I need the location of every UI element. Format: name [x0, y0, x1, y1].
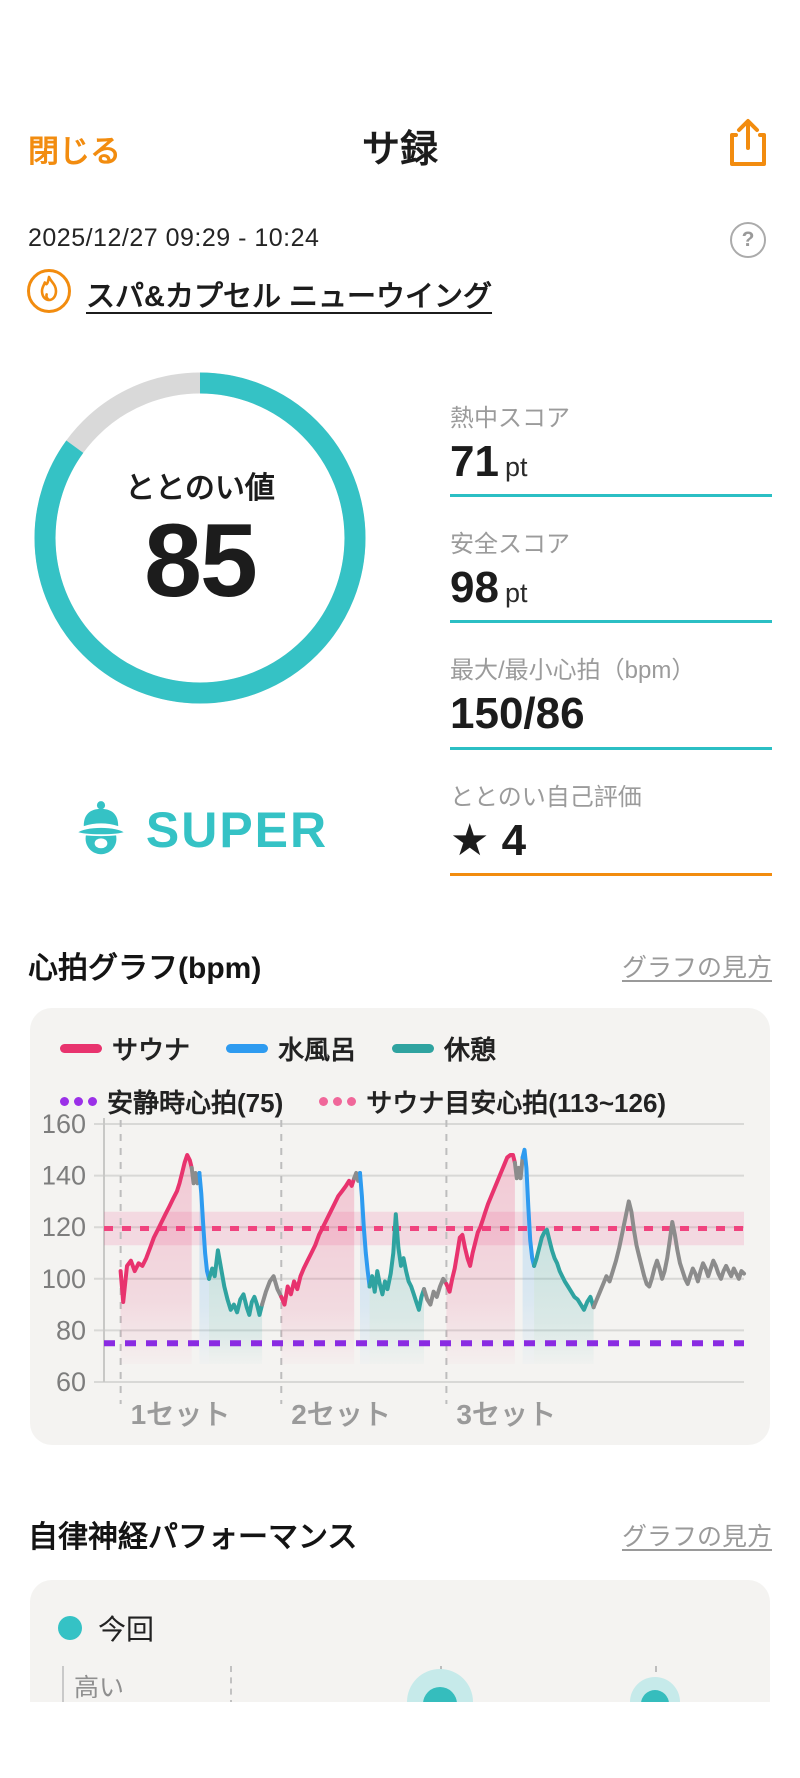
sauna-hat-icon — [72, 798, 130, 861]
legend-label: 休憩 — [444, 1035, 497, 1065]
hr-chart-legend: サウナ 水風呂 休憩安静時心拍(75) サウナ目安心拍(113~126) — [60, 1030, 750, 1120]
hr-graph-help-link[interactable]: グラフの見方 — [621, 954, 772, 982]
legend-marker-icon — [392, 1044, 435, 1053]
venue-row[interactable]: スパ&カプセル ニューウイング — [26, 268, 492, 319]
ans-y-axis — [62, 1666, 64, 1702]
stat-label: 最大/最小心拍（bpm） — [450, 657, 696, 685]
ans-y-top-label: 高い — [74, 1674, 125, 1702]
grade-label: SUPER — [145, 801, 329, 858]
share-icon[interactable] — [726, 116, 770, 168]
stat-block: ととのい自己評価 ★ 4 — [450, 777, 772, 876]
svg-text:120: 120 — [44, 1212, 86, 1242]
svg-text:80: 80 — [56, 1315, 86, 1345]
gauge-value: 85 — [144, 503, 258, 619]
stat-block: 安全スコア 98 pt — [450, 524, 772, 624]
legend-marker-icon — [60, 1044, 102, 1053]
legend-item: 水風呂 — [226, 1030, 356, 1067]
help-icon[interactable]: ? — [730, 222, 766, 258]
svg-text:160: 160 — [44, 1112, 86, 1139]
ans-legend-dot-icon — [58, 1616, 82, 1640]
stat-label: 熱中スコア — [450, 405, 570, 432]
legend-marker-icon — [226, 1044, 269, 1053]
stat-value: ★ 4 — [450, 817, 772, 876]
totonoi-gauge: ととのい値 85 — [28, 366, 372, 710]
hr-section-title: 心拍グラフ(bpm) — [28, 952, 262, 985]
stat-value: 71 pt — [450, 438, 772, 498]
svg-text:60: 60 — [56, 1367, 86, 1397]
ans-tick — [655, 1666, 657, 1684]
stat-label: ととのい自己評価 — [450, 783, 642, 811]
legend-label: 安静時心拍(75) — [107, 1088, 284, 1118]
legend-marker-icon — [319, 1097, 357, 1106]
stat-block: 最大/最小心拍（bpm） 150/86 — [450, 650, 772, 750]
venue-name[interactable]: スパ&カプセル ニューウイング — [86, 280, 493, 313]
stat-unit: pt — [504, 452, 528, 482]
legend-item: 安静時心拍(75) — [60, 1083, 283, 1120]
flame-icon — [26, 268, 72, 319]
grade-row: SUPER — [28, 798, 372, 861]
legend-label: 水風呂 — [278, 1035, 357, 1065]
stat-unit: pt — [504, 578, 528, 609]
stats-column: 熱中スコア 71 pt 安全スコア 98 pt 最大/最小心拍（bpm） 150/86 ととのい… — [450, 398, 772, 903]
ans-graph-help-link[interactable]: グラフの見方 — [621, 1523, 772, 1551]
page-title: サ録 — [361, 129, 438, 171]
svg-text:100: 100 — [44, 1264, 86, 1294]
stat-value: 150/86 — [450, 691, 772, 750]
stat-value: 98 pt — [450, 565, 772, 624]
svg-text:140: 140 — [44, 1161, 86, 1191]
close-button[interactable]: 閉じる — [28, 134, 121, 169]
ans-gridline — [230, 1666, 232, 1702]
hr-chart-card: サウナ 水風呂 休憩安静時心拍(75) サウナ目安心拍(113~126) 160 140… — [30, 1008, 770, 1445]
stat-block: 熱中スコア 71 pt — [450, 398, 772, 498]
hr-chart-plot: 160 140 120 100 80 60 1セット 2セット 3セット — [41, 1109, 756, 1442]
ans-dot — [641, 1690, 669, 1702]
legend-item: サウナ目安心拍(113~126) — [319, 1083, 666, 1120]
ans-section-title: 自律神経パフォーマンス — [28, 1521, 358, 1554]
gauge-label: ととのい値 — [125, 472, 275, 505]
legend-marker-icon — [60, 1097, 97, 1106]
stat-label: 安全スコア — [450, 531, 570, 559]
legend-item: 休憩 — [392, 1030, 496, 1067]
ans-legend: 今回 — [58, 1608, 154, 1648]
legend-item: サウナ — [60, 1030, 190, 1067]
svg-text:2セット: 2セット — [291, 1399, 391, 1430]
legend-label: サウナ目安心拍(113~126) — [366, 1088, 667, 1118]
session-datetime: 2025/12/27 09:29 - 10:24 — [28, 224, 320, 252]
svg-text:1セット: 1セット — [131, 1399, 231, 1430]
legend-label: サウナ — [112, 1035, 191, 1065]
ans-chart-card: 今回 高い — [30, 1580, 770, 1702]
ans-dot — [423, 1687, 457, 1702]
svg-text:3セット: 3セット — [456, 1399, 556, 1430]
ans-legend-label: 今回 — [98, 1614, 155, 1645]
